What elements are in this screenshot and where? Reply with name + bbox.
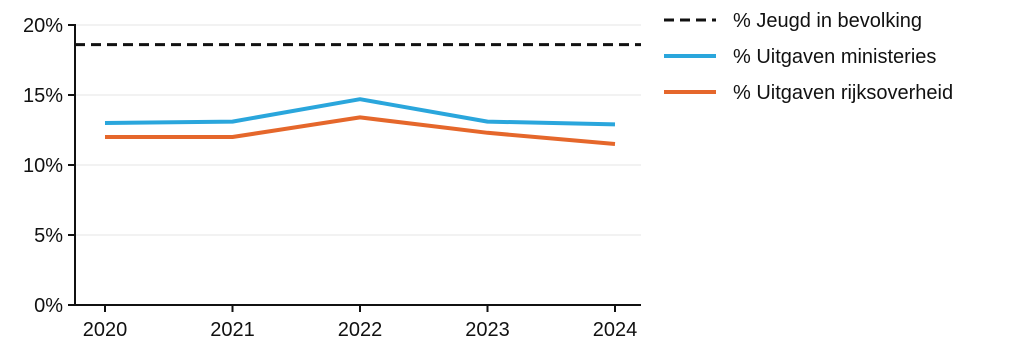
y-axis-ticks: 0% 5% 10% 15% 20%	[23, 15, 75, 317]
x-axis-ticks: 2020 2021 2022 2023 2024	[83, 305, 638, 341]
x-tick-label: 2022	[338, 319, 383, 341]
legend-label: % Uitgaven ministeries	[733, 46, 936, 68]
x-tick-label: 2021	[210, 319, 255, 341]
x-tick-label: 2020	[83, 319, 128, 341]
y-tick-label: 20%	[23, 15, 63, 37]
legend-label: % Uitgaven rijksoverheid	[733, 82, 953, 104]
series-lines	[75, 43, 641, 146]
y-tick-label: 10%	[23, 155, 63, 177]
y-tick-label: 0%	[34, 295, 63, 317]
x-tick-label: 2023	[465, 319, 510, 341]
x-tick-label: 2024	[593, 319, 638, 341]
series-line-2	[104, 97, 616, 127]
y-tick-label: 15%	[23, 85, 63, 107]
series-line-3	[105, 115, 616, 146]
legend: % Jeugd in bevolking % Uitgaven ministeri…	[664, 10, 953, 104]
legend-label: % Jeugd in bevolking	[733, 10, 922, 32]
y-tick-label: 5%	[34, 225, 63, 247]
gridlines	[75, 24, 641, 236]
